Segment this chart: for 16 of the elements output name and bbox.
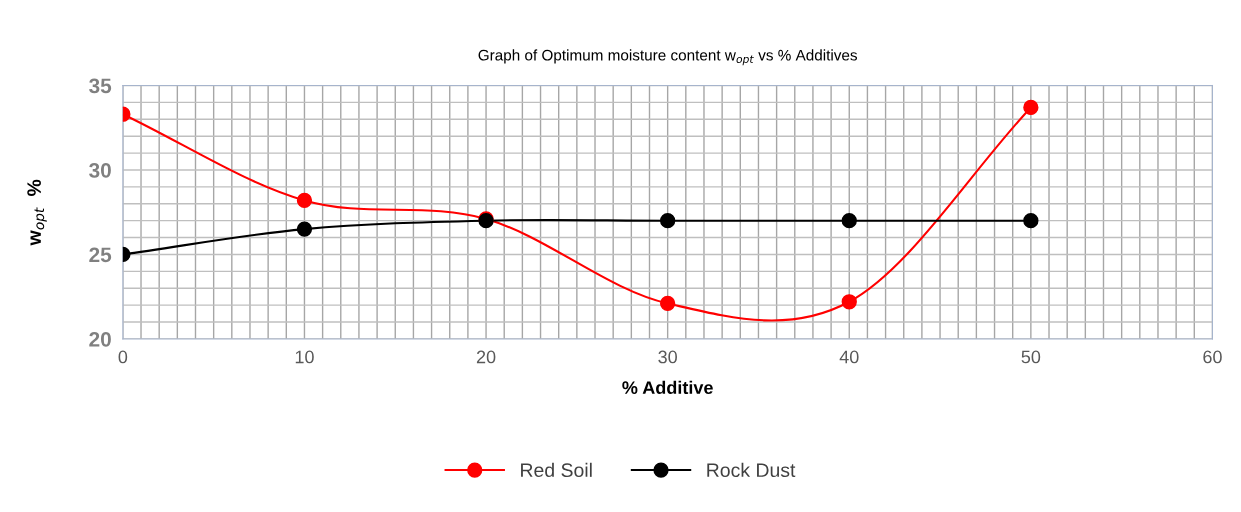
y-tick-label: 20 xyxy=(89,331,111,347)
x-tick-label: 50 xyxy=(1021,350,1041,364)
x-tick-label: 40 xyxy=(839,350,859,364)
x-tick-label: 30 xyxy=(658,350,677,364)
x-tick-label: 0 xyxy=(118,350,128,364)
legend-label: Red Soil xyxy=(521,462,592,478)
y-axis-title: w$_{opt}$ % xyxy=(27,179,47,246)
x-axis-title: % Additive xyxy=(622,380,713,395)
y-tick-label: 25 xyxy=(89,247,112,263)
y-tick-label: 30 xyxy=(89,162,111,178)
chart-title: Graph of Optimum moisture content w$_{opt}$ vs % Additives xyxy=(478,49,858,66)
x-tick-label: 20 xyxy=(476,350,496,364)
legend-label: Rock Dust xyxy=(707,462,796,478)
x-tick-label: 60 xyxy=(1203,350,1222,364)
y-tick-label: 35 xyxy=(89,78,112,94)
x-tick-label: 10 xyxy=(295,350,314,364)
